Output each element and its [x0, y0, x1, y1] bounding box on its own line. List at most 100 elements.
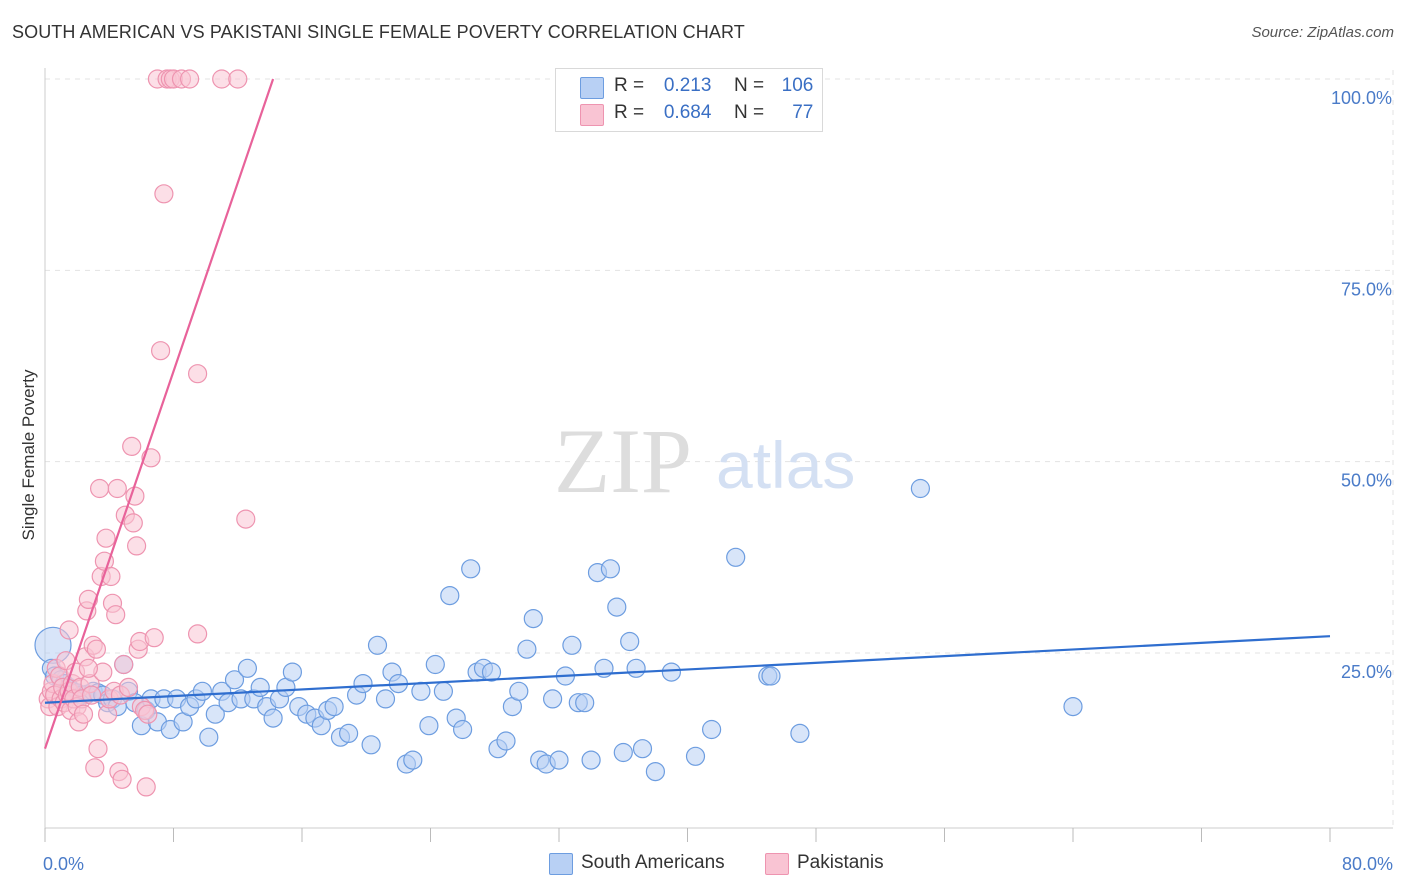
x-tick-label: 80.0% — [1342, 854, 1393, 874]
data-point — [282, 662, 302, 682]
grid-lines — [45, 70, 1394, 828]
legend-swatch-south-americans — [580, 77, 604, 99]
legend-r-value: 0.684 — [663, 102, 712, 123]
data-point — [114, 654, 134, 675]
data-point — [136, 777, 156, 797]
legend-n-label: N = — [733, 102, 765, 123]
data-point — [236, 509, 256, 529]
data-point — [101, 566, 121, 587]
data-point — [367, 635, 388, 655]
data-point — [1063, 696, 1083, 717]
data-point — [89, 478, 110, 499]
data-point — [122, 436, 142, 456]
data-point — [123, 513, 143, 533]
data-point — [188, 364, 208, 384]
data-point — [263, 708, 283, 728]
data-point — [685, 746, 706, 766]
data-point — [509, 681, 529, 701]
bottom-legend-swatch-south-americans — [549, 853, 573, 875]
data-point — [562, 635, 582, 655]
data-point — [85, 758, 105, 778]
data-point — [481, 662, 502, 682]
data-point — [324, 696, 344, 717]
data-point — [361, 735, 381, 755]
data-point — [118, 677, 139, 698]
y-axis-title: Single Female Poverty — [19, 369, 38, 541]
data-point — [523, 608, 543, 629]
source-label: Source: ZipAtlas.com — [1251, 24, 1394, 41]
data-point — [600, 559, 621, 579]
data-point — [192, 681, 212, 701]
data-point — [645, 761, 666, 782]
data-point — [461, 559, 481, 579]
data-point — [581, 750, 601, 770]
data-point — [96, 528, 116, 548]
data-point — [78, 589, 99, 610]
legend-r-label: R = — [614, 102, 645, 123]
data-point — [228, 69, 248, 89]
data-point — [440, 585, 460, 606]
data-point — [237, 658, 257, 678]
data-point — [144, 628, 164, 648]
data-point — [620, 631, 640, 652]
data-point — [761, 666, 781, 686]
data-point — [59, 620, 79, 640]
legend-n-label: N = — [733, 75, 765, 96]
legend-n-value: 106 — [781, 75, 814, 96]
data-point — [607, 597, 627, 617]
bottom-legend-label: South Americans — [581, 852, 725, 873]
data-point — [73, 704, 94, 724]
data-point — [701, 719, 722, 740]
data-point — [106, 605, 126, 625]
trend-lines — [43, 78, 1331, 750]
data-point — [78, 658, 99, 678]
chart-title: SOUTH AMERICAN VS PAKISTANI SINGLE FEMAL… — [12, 22, 745, 42]
data-point — [790, 723, 810, 744]
series-pakistanis — [38, 69, 256, 797]
data-point — [575, 693, 595, 713]
data-point — [188, 624, 208, 644]
data-point — [353, 673, 373, 694]
legend-r-value: 0.213 — [663, 75, 712, 96]
data-point — [726, 547, 746, 567]
trend-line-south-americans — [44, 635, 1331, 704]
data-point — [339, 723, 359, 744]
data-point — [88, 739, 108, 759]
data-point — [375, 689, 396, 709]
data-point — [212, 69, 232, 89]
data-point — [403, 750, 423, 770]
data-point — [425, 654, 445, 675]
data-point — [250, 677, 270, 698]
data-point — [542, 689, 563, 709]
data-point — [411, 681, 431, 701]
data-point — [151, 341, 171, 361]
legend-box: R = 0.213 N = 106 R = 0.684 N = 77 — [555, 68, 823, 132]
legend-n-value: 77 — [792, 102, 814, 123]
y-tick-label: 100.0% — [1331, 88, 1392, 108]
y-tick-label: 50.0% — [1341, 471, 1392, 491]
data-point — [496, 731, 516, 751]
data-point — [517, 639, 537, 659]
data-point — [127, 536, 147, 556]
watermark-atlas: atlas — [716, 428, 855, 502]
data-point — [626, 658, 646, 678]
data-point — [112, 769, 132, 789]
watermark-zip: ZIP — [554, 410, 692, 512]
data-point — [199, 727, 219, 747]
data-point — [180, 69, 200, 89]
bottom-legend-label: Pakistanis — [797, 852, 884, 873]
data-point — [224, 670, 245, 690]
data-point — [107, 478, 127, 499]
series-south-americans — [34, 478, 1083, 782]
x-tick-label: 0.0% — [43, 854, 84, 874]
data-point — [86, 639, 107, 659]
data-point — [549, 750, 569, 770]
data-point — [205, 704, 225, 724]
tick-labels: 25.0% 50.0% 75.0% 100.0% 0.0% 80.0% — [43, 88, 1393, 874]
legend-swatch-pakistanis — [580, 104, 604, 126]
data-point — [661, 662, 682, 682]
data-point — [419, 716, 439, 736]
data-point — [433, 681, 453, 701]
bottom-legend-swatch-pakistanis — [765, 853, 789, 875]
y-tick-label: 75.0% — [1341, 279, 1392, 299]
